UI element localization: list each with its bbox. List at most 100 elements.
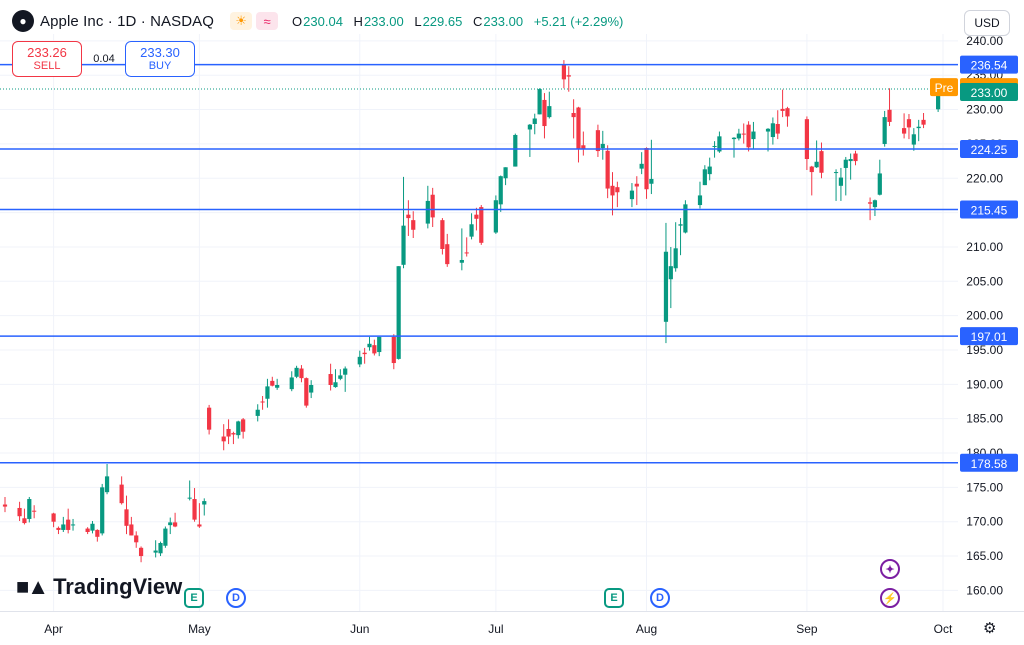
price-tick-label: 160.00 [966,583,1003,597]
apple-icon: ● [12,10,34,32]
candle [605,150,610,189]
candle [100,487,105,534]
wave-icon[interactable]: ≈ [256,12,279,30]
price-tick-label: 210.00 [966,240,1003,254]
buy-button[interactable]: 233.30 BUY [125,41,195,77]
tradingview-logo-icon: ■▲ [16,574,49,599]
candle [372,345,377,354]
buy-label: BUY [148,60,172,72]
price-tick-label: 200.00 [966,309,1003,323]
currency-selector[interactable]: USD [964,10,1010,36]
horizontal-line-label: 215.45 [971,204,1008,218]
dividend-icon[interactable]: D [650,588,670,608]
candle [289,377,294,390]
candle [911,134,916,145]
candle [328,374,333,386]
price-tick-label: 220.00 [966,171,1003,185]
high-value: 233.00 [363,13,404,29]
candle [785,108,790,117]
candle [532,118,537,124]
candle [153,550,158,553]
candle [542,99,547,127]
sparkle-icon[interactable]: ✦ [880,559,900,579]
candle [513,134,518,167]
horizontal-line-label-bg [960,453,1018,472]
lightning-icon[interactable]: ⚡ [880,588,900,608]
candle [498,176,503,205]
earnings-icon[interactable]: E [184,588,204,608]
candle [819,151,824,173]
candle [187,497,192,499]
candle [615,187,620,193]
time-axis[interactable]: Apr May Jun Jul Aug Sep Oct [0,611,1024,637]
high-label: H [353,13,363,29]
candle [561,64,566,80]
candle [236,421,241,436]
candle [309,385,314,393]
candle [678,224,683,226]
time-tick-label: Oct [934,622,953,636]
candle [474,214,479,219]
horizontal-line-label-bg [960,55,1018,74]
candle [610,185,615,196]
candle [493,200,498,233]
candle [683,204,688,233]
sell-price: 233.26 [27,45,67,60]
candle [906,119,912,128]
candle [479,207,484,243]
candle [338,375,343,379]
grid [0,34,958,611]
candle [401,225,406,265]
change-value: +5.21 (+2.29%) [533,13,624,29]
pre-market-tag: Pre [935,81,954,95]
candle [333,382,338,388]
candle [887,109,892,122]
candle [712,145,717,147]
candle [882,117,887,144]
candle [168,522,173,526]
candle [294,367,299,377]
candle [707,166,712,175]
candle [814,161,819,168]
candle [138,547,144,557]
candle [838,177,844,186]
earnings-icon[interactable]: E [604,588,624,608]
dividend-icon[interactable]: D [226,588,246,608]
gear-icon[interactable]: ⚙ [983,620,997,637]
candle [843,159,848,168]
time-tick-label: Jun [350,622,369,636]
candle [396,266,401,359]
candle [66,519,71,530]
price-tick-label: 185.00 [966,412,1003,426]
sun-icon[interactable]: ☀ [230,12,253,30]
candle [270,380,275,386]
candle [2,504,8,507]
candle [241,419,246,432]
candle [134,535,139,543]
candle [425,200,430,224]
candle [17,507,22,517]
candle [741,133,746,135]
candle [804,119,809,160]
horizontal-line-label-bg [960,200,1018,219]
candle [537,89,542,115]
ohlc-readout: O230.04 H233.00 L229.65 C233.00 +5.21 (+… [292,14,630,29]
candle [751,131,756,140]
candle [221,436,226,442]
candle [921,119,926,125]
candle [780,108,785,111]
price-tick-label: 195.00 [966,343,1003,357]
candle [717,136,722,152]
price-tick-label: 165.00 [966,549,1003,563]
price-axis[interactable]: 160.00165.00170.00175.00180.00185.00190.… [930,0,1024,645]
symbol-title[interactable]: Apple Inc · 1D · NASDAQ [40,12,215,30]
tradingview-logo[interactable]: ■▲ TradingView [16,574,182,600]
candle [848,159,853,162]
sell-button[interactable]: 233.26 SELL [12,41,82,77]
candle [163,528,168,546]
candle [872,200,878,208]
candle [377,336,382,353]
candle [503,167,508,179]
